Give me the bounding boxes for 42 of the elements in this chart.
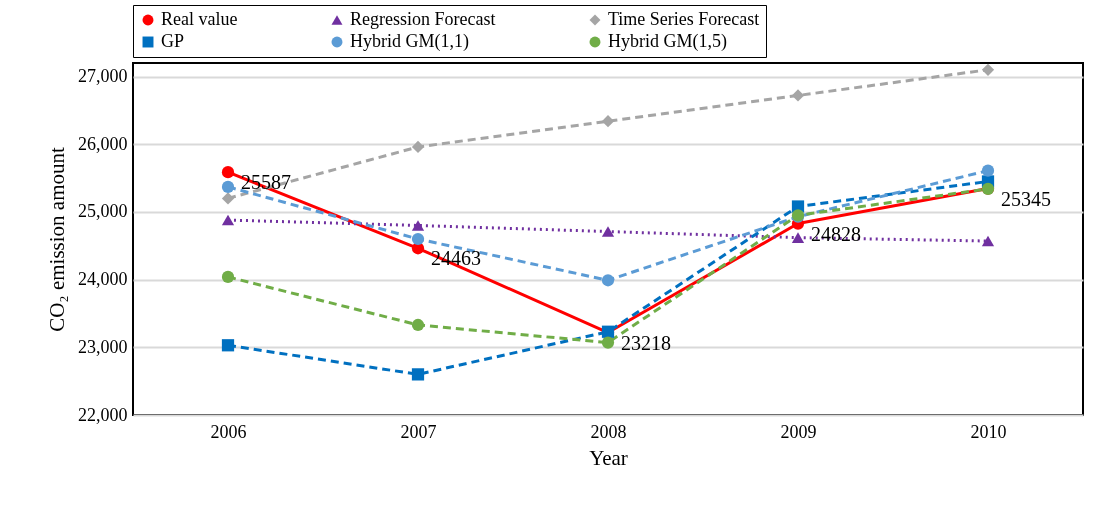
y-tick-label: 23,000 [78,336,128,357]
point [221,166,235,179]
point [981,164,995,177]
point [221,180,235,193]
x-tick-label: 2007 [400,421,437,442]
legend-label: Regression Forecast [350,9,496,29]
point [601,336,615,349]
point [601,274,615,287]
legend-label: Hybrid GM(1,5) [608,31,727,52]
x-tick-label: 2010 [970,421,1007,442]
y-axis-title: CO₂ emission amount [45,147,69,332]
point [411,318,425,332]
point [221,339,235,352]
x-tick-label: 2008 [590,421,627,442]
point [221,270,235,284]
data-label: 23218 [621,331,671,354]
data-label: 24828 [811,222,861,245]
legend-label: Hybrid GM(1,1) [350,31,469,52]
x-axis-title: Year [589,445,628,470]
legend-label: Real value [161,9,238,29]
point [411,232,425,246]
point [411,220,425,231]
legend-label: Time Series Forecast [608,9,760,29]
point [981,235,995,247]
point [221,214,235,226]
y-tick-label: 26,000 [78,133,128,154]
x-tick-label: 2009 [780,421,817,442]
y-tick-label: 27,000 [78,66,128,87]
y-tick-label: 22,000 [78,404,128,425]
point [411,140,425,154]
y-tick-label: 24,000 [78,269,128,290]
point [601,115,615,128]
point [981,63,995,76]
y-tick-label: 25,000 [78,201,128,222]
point [601,226,615,237]
data-label: 25345 [1001,187,1051,210]
point [791,232,805,243]
point [411,368,425,381]
x-tick-label: 2006 [210,421,247,442]
point [791,89,805,102]
point [221,192,235,205]
legend-label: GP [161,31,185,51]
